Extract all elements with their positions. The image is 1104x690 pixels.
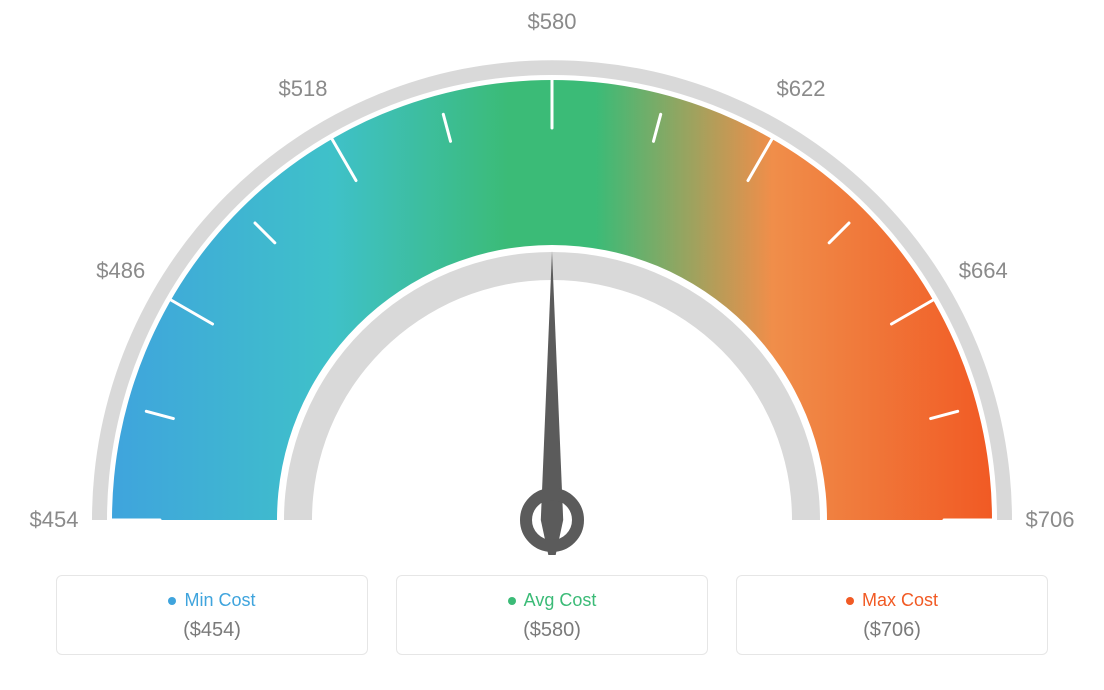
legend-value-avg: ($580) (397, 619, 707, 642)
gauge-tick-label: $622 (777, 76, 826, 102)
gauge-tick-label: $518 (279, 76, 328, 102)
gauge-tick-label: $486 (96, 258, 145, 284)
legend-dot-min (168, 597, 176, 605)
legend-card-max: Max Cost ($706) (736, 575, 1048, 655)
gauge-tick-label: $454 (30, 507, 79, 533)
legend-dot-max (846, 597, 854, 605)
legend-label-avg: Avg Cost (524, 590, 597, 611)
legend-row: Min Cost ($454) Avg Cost ($580) Max Cost… (0, 575, 1104, 655)
gauge-tick-label: $580 (528, 9, 577, 35)
gauge-svg (0, 0, 1104, 555)
gauge-chart: $454 $486 $518 $580 $622 $664 $706 (0, 0, 1104, 555)
legend-card-min: Min Cost ($454) (56, 575, 368, 655)
legend-card-avg: Avg Cost ($580) (396, 575, 708, 655)
gauge-tick-label: $706 (1026, 507, 1075, 533)
gauge-tick-label: $664 (959, 258, 1008, 284)
legend-value-max: ($706) (737, 619, 1047, 642)
legend-label-max: Max Cost (862, 590, 938, 611)
legend-label-min: Min Cost (184, 590, 255, 611)
legend-value-min: ($454) (57, 619, 367, 642)
legend-dot-avg (508, 597, 516, 605)
